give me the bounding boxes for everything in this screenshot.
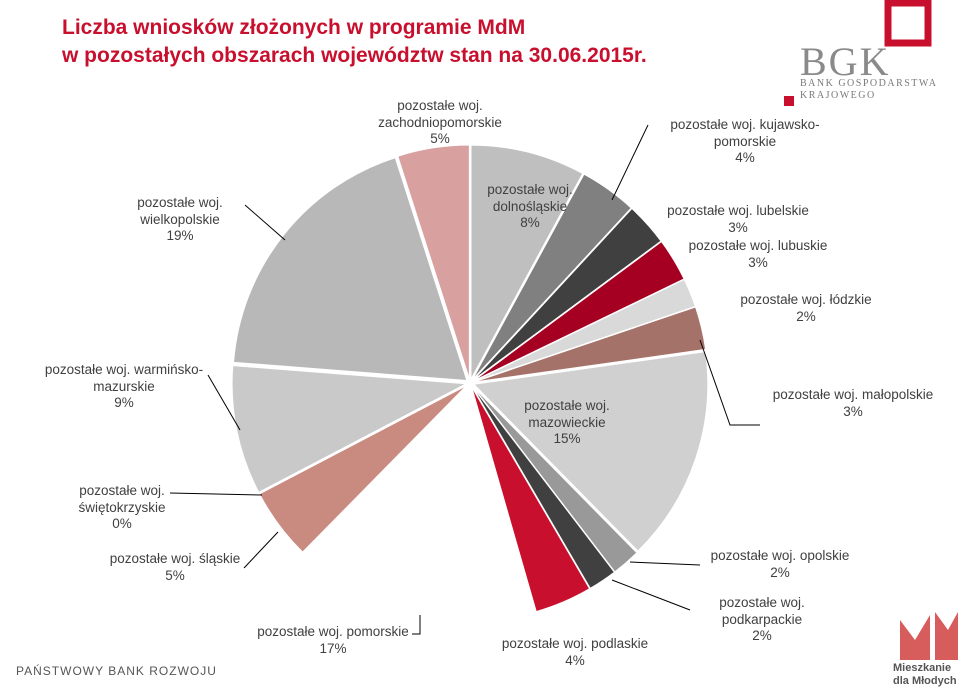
- pie-slice: [231, 365, 468, 493]
- slice-value-label: 19%: [166, 228, 194, 243]
- footer: PAŃSTWOWY BANK ROZWOJU: [16, 664, 217, 678]
- badge-icon: [900, 612, 958, 660]
- leader-line: [244, 204, 286, 241]
- slice-label: pozostałe woj. małopolskie: [772, 387, 934, 402]
- pie-slice: [397, 144, 470, 380]
- slice-label: pozostałe woj. mazowieckie: [524, 398, 610, 430]
- logo-subtitle: BANK GOSPODARSTWA KRAJOWEGO: [800, 78, 938, 101]
- slice-label: pozostałe woj. wielkopolskie: [137, 195, 223, 227]
- slice-label: pozostałe woj. świętokrzyskie: [78, 483, 166, 515]
- pie-slice: [471, 386, 616, 590]
- logo: BGK: [800, 39, 891, 84]
- badge: Mieszkanie dla Młodych: [893, 662, 957, 687]
- pie-slice: [471, 386, 591, 613]
- slice-label: pozostałe woj. kujawsko- pomorskie: [670, 117, 820, 149]
- pie-slice: [473, 240, 685, 382]
- slice-value-label: 8%: [520, 215, 540, 230]
- leader-line: [629, 561, 701, 566]
- slice-value-label: 3%: [748, 255, 768, 270]
- slice-label: pozostałe woj. dolnośląskie: [487, 182, 573, 214]
- slice-label: pozostałe woj. łódzkie: [740, 292, 872, 307]
- slice-label: pozostałe woj. lubuskie: [688, 238, 828, 253]
- slice-value-label: 15%: [553, 431, 581, 446]
- pie-slice: [470, 144, 584, 380]
- leader-line: [412, 615, 421, 635]
- slice-value-label: 5%: [430, 131, 450, 146]
- slice-value-label: 2%: [752, 628, 772, 643]
- slice-value-label: 0%: [112, 516, 132, 531]
- logo-square: [784, 96, 794, 106]
- pie-slice: [472, 207, 662, 381]
- leader-line: [611, 124, 649, 201]
- slice-label: pozostałe woj. warmińsko- mazurskie: [44, 362, 204, 394]
- pie-slice: [473, 278, 696, 382]
- logo-frame: [884, 0, 932, 47]
- slice-label: pozostałe woj. lubelskie: [667, 203, 809, 218]
- pie-slice: [258, 384, 468, 553]
- slice-value-label: 4%: [735, 150, 755, 165]
- pie-slice: [304, 385, 535, 622]
- slice-value-label: 3%: [843, 404, 863, 419]
- pie-slice: [471, 173, 632, 381]
- leader-line: [169, 492, 263, 496]
- pie-slice: [472, 385, 638, 573]
- chart-title: Liczba wniosków złożonych w programie Md…: [62, 16, 647, 67]
- slice-label: pozostałe woj. śląskie: [109, 551, 241, 566]
- leader-line: [207, 374, 241, 431]
- slice-value-label: 2%: [796, 309, 816, 324]
- slice-value-label: 2%: [770, 565, 790, 580]
- slice-value-label: 4%: [565, 653, 585, 668]
- slice-value-label: 3%: [728, 220, 748, 235]
- slice-label: pozostałe woj. opolskie: [710, 548, 850, 563]
- leader-line: [699, 339, 760, 426]
- leader-line: [611, 579, 691, 611]
- pie-slice: [473, 306, 707, 383]
- pie-slice: [472, 351, 709, 552]
- slice-value-label: 5%: [165, 568, 185, 583]
- slice-value-label: 17%: [319, 641, 347, 656]
- slice-label: pozostałe woj. podkarpackie: [719, 595, 805, 627]
- leader-line: [243, 531, 279, 569]
- pie-slice: [233, 157, 468, 382]
- slice-label: pozostałe woj. podlaskie: [501, 636, 649, 651]
- slice-value-label: 9%: [114, 395, 134, 410]
- slice-label: pozostałe woj. zachodniopomorskie: [378, 98, 502, 130]
- slice-label: pozostałe woj. pomorskie: [257, 624, 409, 639]
